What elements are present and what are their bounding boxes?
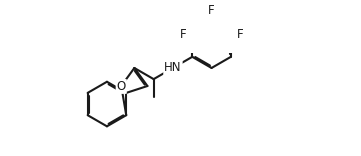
Text: F: F xyxy=(179,28,186,41)
Text: O: O xyxy=(117,80,126,93)
Text: F: F xyxy=(208,4,215,17)
Text: HN: HN xyxy=(164,61,182,74)
Text: F: F xyxy=(237,28,244,41)
